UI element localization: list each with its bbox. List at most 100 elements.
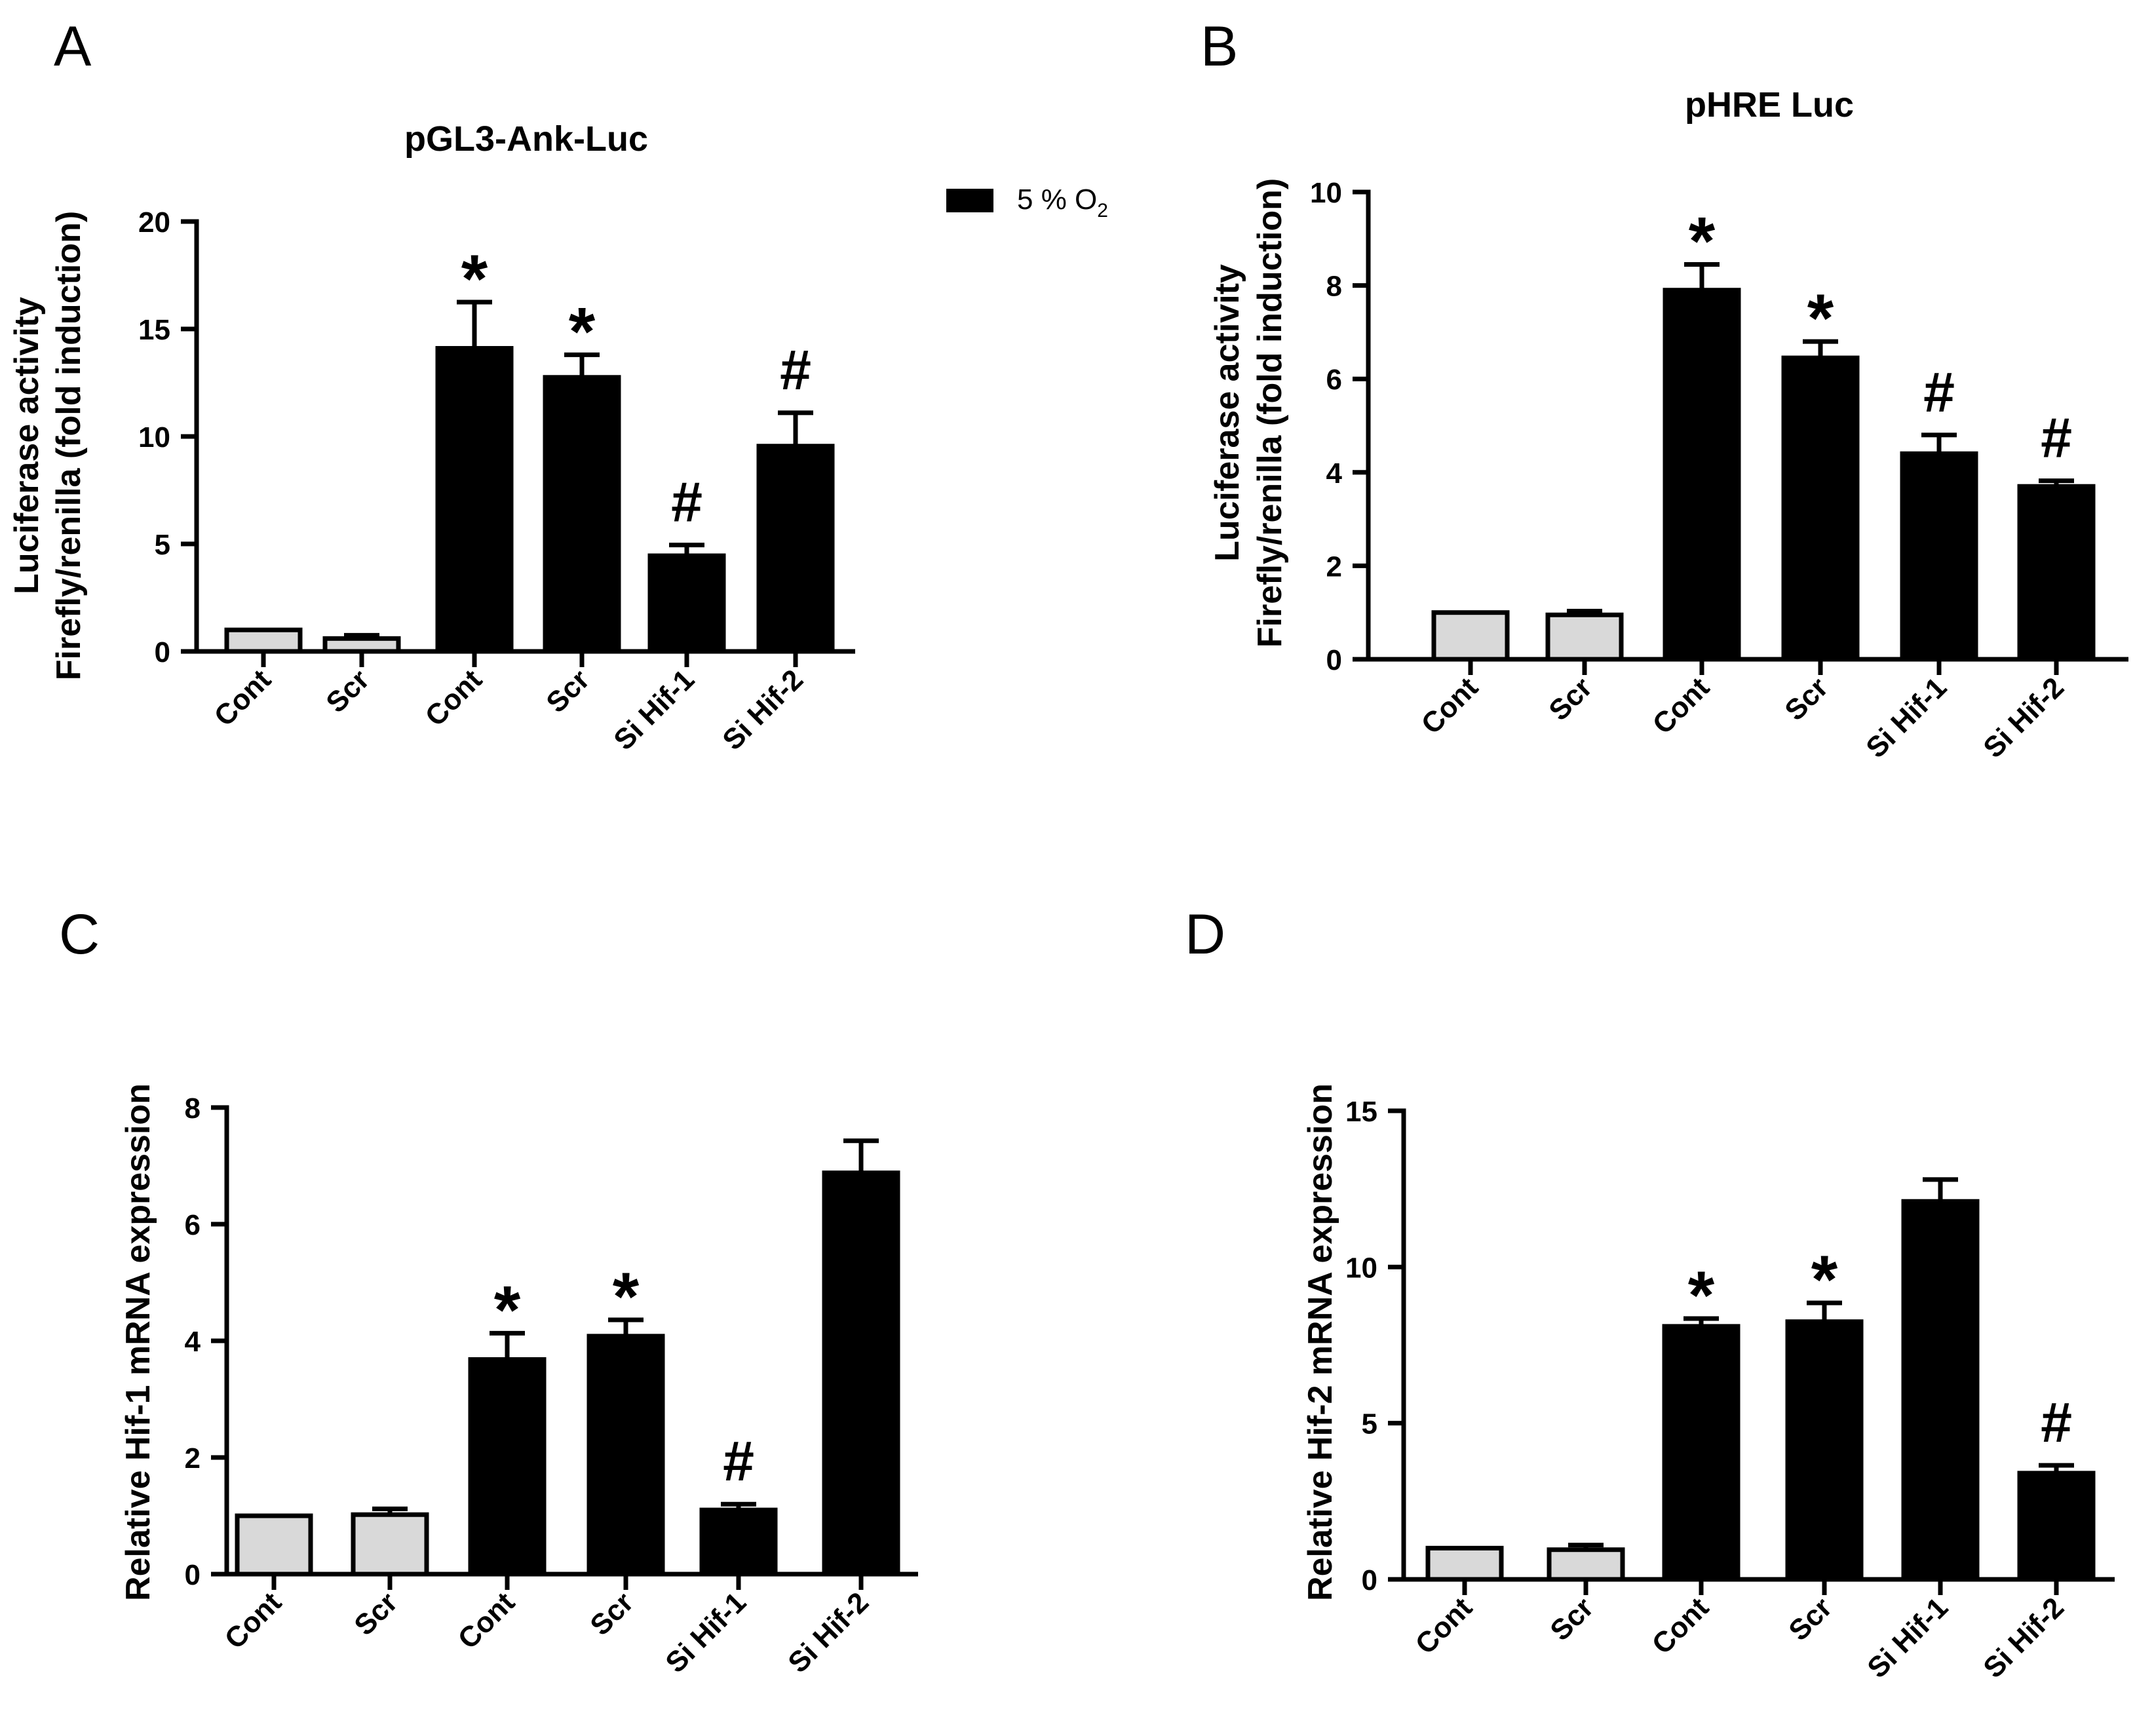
- x-tick-label: Si Hif-1: [1861, 1591, 1954, 1684]
- significance-marker: *: [1807, 280, 1834, 357]
- significance-marker: #: [780, 339, 811, 402]
- y-tick-label: 8: [185, 1092, 201, 1125]
- bar: [1547, 1547, 1625, 1582]
- legend: 5 % O2: [946, 183, 1108, 222]
- y-tick-label: 2: [185, 1442, 201, 1475]
- panel-d: D Relative Hif-2 mRNA expression 0 5 10 15 C…: [1185, 903, 2115, 1684]
- bar: [322, 636, 401, 654]
- y-axis-label: Luciferase activity Firefly/renilla (fold…: [1208, 178, 1289, 647]
- bar: [1431, 610, 1510, 662]
- bar: [235, 1513, 313, 1577]
- x-tick-label: Si Hif-1: [1860, 671, 1953, 764]
- y-axis-label-line: Relative Hif-1 mRNA expression: [119, 1083, 157, 1601]
- legend-swatch: [946, 189, 993, 212]
- y-tick-label: 15: [138, 314, 170, 346]
- y-tick-label: 10: [138, 421, 170, 453]
- y-tick-label: 2: [1326, 550, 1342, 583]
- x-tick-label: Scr: [1544, 1591, 1600, 1647]
- y-tick-label: 0: [155, 636, 170, 668]
- bar: [224, 627, 303, 654]
- bar: [468, 1357, 547, 1577]
- panel-b: B pHRE Luc Luciferase activity Firefly/re…: [1201, 15, 2128, 764]
- y-tick-label: 10: [1345, 1252, 1377, 1284]
- bar: [1425, 1545, 1504, 1582]
- bar: [756, 444, 835, 654]
- bar: [1663, 288, 1741, 662]
- x-tick-label: Cont: [419, 663, 489, 733]
- x-tick-label: Cont: [219, 1586, 288, 1655]
- x-tick-label: Si Hif-1: [607, 663, 701, 756]
- y-axis-label-line: Firefly/renilla (fold induction): [50, 211, 88, 680]
- bar: [1781, 355, 1860, 662]
- x-tick-label: Si Hif-2: [716, 663, 809, 756]
- bar: [647, 553, 726, 654]
- bar: [699, 1507, 778, 1577]
- x-tick-label: Cont: [1647, 671, 1716, 741]
- x-tick-label: Scr: [320, 663, 375, 719]
- significance-marker: *: [1689, 204, 1716, 280]
- y-tick-label: 0: [1362, 1564, 1377, 1596]
- bar: [822, 1170, 900, 1577]
- y-tick-label: 0: [1326, 644, 1342, 676]
- panel-label: B: [1201, 15, 1238, 78]
- plot-area: 0 5 10 15 20 Cont Scr Cont * Scr * Si Hif-1 # Si Hif-…: [138, 206, 855, 756]
- significance-marker: *: [1811, 1242, 1838, 1318]
- y-axis-label: Relative Hif-1 mRNA expression: [119, 1083, 157, 1601]
- y-axis-label: Relative Hif-2 mRNA expression: [1301, 1083, 1339, 1601]
- significance-marker: *: [494, 1272, 521, 1348]
- panel-label: A: [54, 15, 92, 78]
- y-tick-label: 5: [155, 529, 170, 561]
- bar: [1545, 612, 1624, 662]
- x-tick-label: Cont: [1646, 1591, 1716, 1661]
- y-axis-label-line: Firefly/renilla (fold induction): [1251, 178, 1289, 647]
- significance-marker: #: [2041, 407, 2072, 470]
- significance-marker: #: [1923, 361, 1955, 424]
- x-tick-label: Scr: [584, 1586, 640, 1642]
- significance-marker: *: [613, 1259, 640, 1335]
- plot-area: 0 2 4 6 8 Cont Scr Cont * Scr * Si Hif-1 # Si Hif-2: [185, 1092, 918, 1679]
- x-tick-label: Si Hif-2: [782, 1586, 875, 1679]
- y-tick-label: 4: [1326, 457, 1343, 490]
- significance-marker: *: [461, 241, 488, 317]
- bar: [351, 1512, 429, 1577]
- significance-marker: #: [671, 471, 702, 534]
- panel-label: D: [1185, 903, 1225, 966]
- x-tick-label: Cont: [1415, 671, 1485, 741]
- panel-label: C: [59, 903, 100, 966]
- x-tick-label: Cont: [1410, 1591, 1479, 1661]
- x-tick-label: Scr: [1779, 671, 1834, 727]
- significance-marker: *: [1688, 1258, 1715, 1334]
- x-tick-label: Scr: [540, 663, 596, 719]
- y-axis-label-line: Relative Hif-2 mRNA expression: [1301, 1083, 1339, 1601]
- bar: [587, 1334, 665, 1577]
- x-tick-label: Scr: [1782, 1591, 1838, 1647]
- significance-marker: #: [723, 1430, 754, 1493]
- x-tick-label: Scr: [1543, 671, 1598, 727]
- y-tick-label: 6: [1326, 364, 1342, 396]
- y-tick-label: 20: [138, 206, 170, 239]
- bar: [435, 346, 514, 654]
- legend-label-subscript: 2: [1097, 200, 1108, 222]
- x-tick-label: Si Hif-2: [1977, 1591, 2070, 1684]
- bar: [1900, 451, 1978, 662]
- significance-marker: *: [569, 294, 596, 370]
- plot-area: 0 5 10 15 Cont Scr Cont * Scr * Si Hif-1 Si Hif-2 #: [1345, 1096, 2115, 1684]
- x-tick-label: Cont: [452, 1586, 522, 1655]
- y-tick-label: 4: [185, 1326, 201, 1358]
- bar: [2017, 1471, 2096, 1582]
- legend-label: 5 % O2: [1017, 183, 1108, 222]
- y-tick-label: 5: [1362, 1408, 1377, 1440]
- bar: [1662, 1324, 1741, 1582]
- y-axis-label-line: Luciferase activity: [1208, 264, 1246, 562]
- y-tick-label: 8: [1326, 271, 1342, 303]
- panel-c: C Relative Hif-1 mRNA expression 0 2 4 6 8 Co…: [59, 903, 918, 1679]
- chart-title: pGL3-Ank-Luc: [404, 119, 648, 159]
- x-tick-label: Si Hif-2: [1977, 671, 2070, 764]
- bar: [1785, 1319, 1864, 1582]
- significance-marker: #: [2041, 1391, 2072, 1454]
- plot-area: 0 2 4 6 8 10 Cont Scr Cont * Scr * Si Hif-1 # Si Hif-2…: [1310, 177, 2128, 764]
- x-tick-label: Scr: [348, 1586, 404, 1642]
- y-axis-label-line: Luciferase activity: [8, 297, 46, 594]
- y-axis-label: Luciferase activity Firefly/renilla (fold…: [8, 211, 88, 680]
